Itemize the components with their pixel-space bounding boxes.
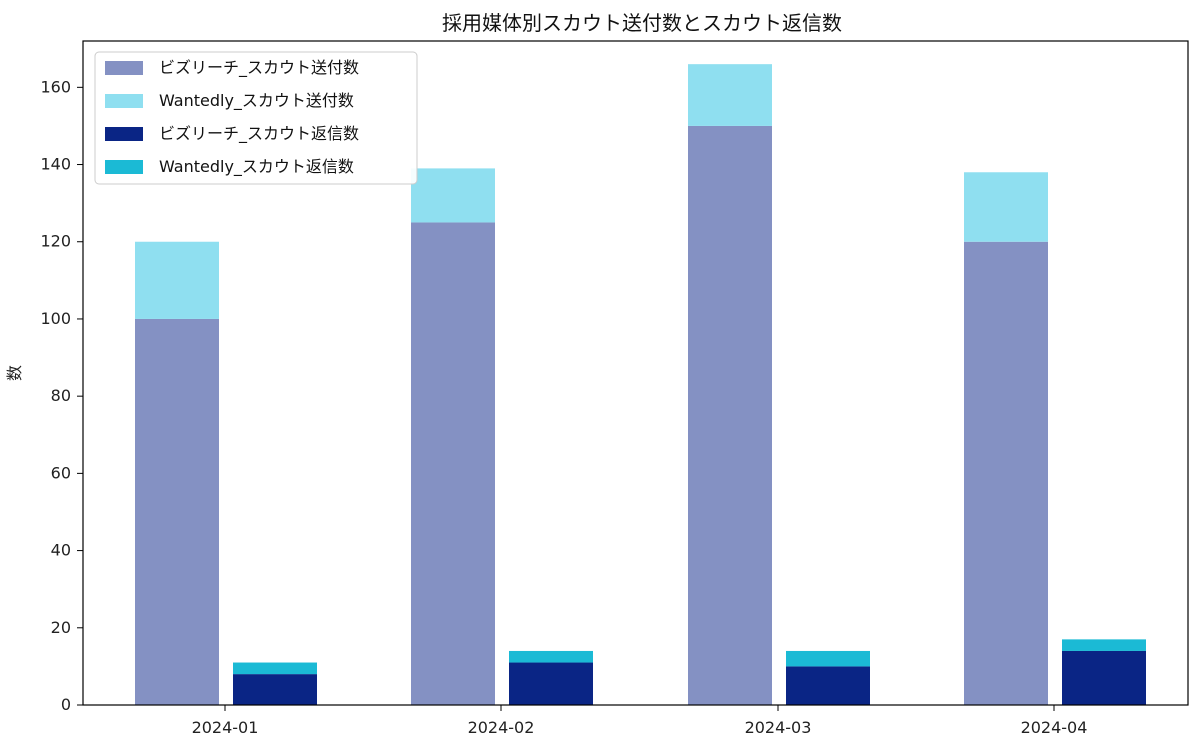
y-tick-label-3: 60 <box>51 463 71 482</box>
legend-label-1: Wantedly_スカウト送付数 <box>159 91 354 111</box>
bar-reply-0-0 <box>233 674 317 705</box>
legend-box <box>94 51 418 185</box>
bar-reply-1-2 <box>786 650 870 667</box>
x-tick-label-1: 2024-02 <box>468 718 535 737</box>
y-tick-label-2: 40 <box>51 541 71 560</box>
legend-swatch-2 <box>105 127 143 141</box>
axis-layer: 0 20 40 60 80 100 120 140 160 2024-01 2024-02 2024-… <box>40 40 1189 737</box>
bar-reply-1-3 <box>1062 639 1146 651</box>
bar-sent-0-1 <box>411 222 495 705</box>
plot-layer <box>135 64 1146 705</box>
legend-label-3: Wantedly_スカウト返信数 <box>159 157 354 177</box>
bar-reply-1-0 <box>233 662 317 675</box>
y-tick-label-4: 80 <box>51 386 71 405</box>
bar-sent-0-0 <box>135 318 219 705</box>
x-tick-label-0: 2024-01 <box>192 718 259 737</box>
y-tick-label-1: 20 <box>51 618 71 637</box>
bar-sent-1-3 <box>964 172 1048 242</box>
legend-label-0: ビズリーチ_スカウト送付数 <box>159 58 359 78</box>
bar-reply-0-1 <box>509 662 593 705</box>
x-tick-label-2: 2024-03 <box>745 718 812 737</box>
legend-swatch-3 <box>105 160 143 174</box>
y-tick-label-5: 100 <box>40 309 71 328</box>
y-axis-label: 数 <box>5 365 24 381</box>
y-tick-label-6: 120 <box>40 232 71 251</box>
y-tick-label-8: 160 <box>40 77 71 96</box>
legend-swatch-1 <box>105 94 143 108</box>
plot-frame <box>82 40 1189 706</box>
legend-label-2: ビズリーチ_スカウト返信数 <box>159 124 359 144</box>
bar-reply-1-1 <box>509 650 593 663</box>
legend-swatch-0 <box>105 61 143 75</box>
chart-title: 採用媒体別スカウト送付数とスカウト返信数 <box>442 11 842 35</box>
bar-sent-1-2 <box>688 64 772 126</box>
legend: ビズリーチ_スカウト送付数 Wantedly_スカウト送付数ビズリーチ_スカウト返… <box>94 51 418 185</box>
x-tick-label-3: 2024-04 <box>1021 718 1088 737</box>
y-tick-label-7: 140 <box>40 155 71 174</box>
y-tick-label-0: 0 <box>61 695 71 714</box>
bar-reply-0-2 <box>786 666 870 705</box>
bar-sent-0-3 <box>964 241 1048 705</box>
bar-sent-1-1 <box>411 168 495 223</box>
bar-sent-0-2 <box>688 125 772 705</box>
bar-reply-0-3 <box>1062 650 1146 705</box>
bar-sent-1-0 <box>135 241 219 319</box>
